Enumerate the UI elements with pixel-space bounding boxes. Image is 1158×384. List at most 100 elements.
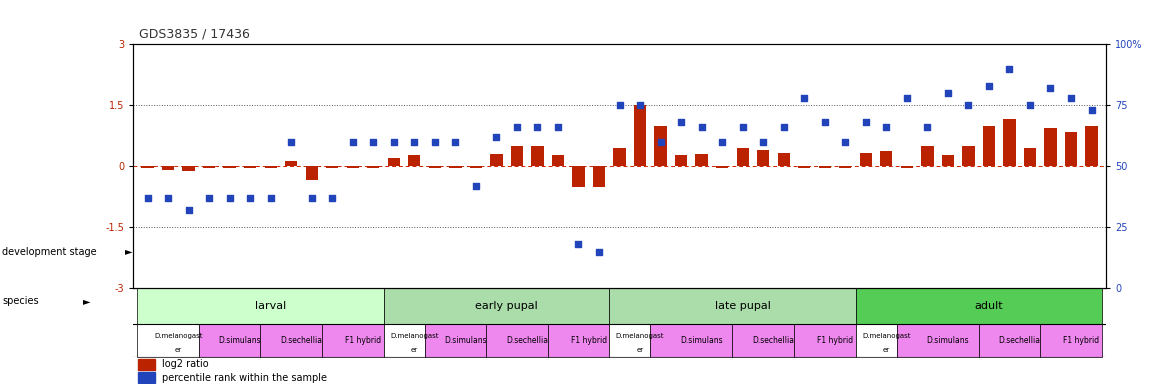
Point <box>589 248 608 255</box>
Bar <box>651 324 732 357</box>
Point <box>281 139 300 145</box>
Point <box>241 195 259 201</box>
Text: early pupal: early pupal <box>475 301 538 311</box>
Bar <box>716 166 728 168</box>
Text: adult: adult <box>975 301 1003 311</box>
Bar <box>199 324 261 357</box>
Point <box>302 195 321 201</box>
Bar <box>983 126 995 166</box>
Bar <box>1003 119 1016 166</box>
Bar <box>1040 324 1101 357</box>
Bar <box>244 166 256 168</box>
Bar <box>1085 126 1098 166</box>
Text: percentile rank within the sample: percentile rank within the sample <box>162 373 328 383</box>
Bar <box>593 166 606 187</box>
Text: D.simulans: D.simulans <box>219 336 262 345</box>
Text: F1 hybrid: F1 hybrid <box>571 336 607 345</box>
Bar <box>183 166 195 171</box>
Point <box>877 124 895 130</box>
Point <box>488 134 506 140</box>
Text: D.sechellia: D.sechellia <box>998 336 1041 345</box>
Bar <box>840 166 851 168</box>
Point <box>775 124 793 130</box>
Point <box>220 195 239 201</box>
Text: er: er <box>175 347 182 353</box>
Bar <box>548 324 609 357</box>
Bar <box>609 288 856 324</box>
Text: F1 hybrid: F1 hybrid <box>1063 336 1099 345</box>
Bar <box>856 324 896 357</box>
Text: D.simulans: D.simulans <box>680 336 723 345</box>
Bar <box>449 166 462 168</box>
Point <box>384 139 403 145</box>
Bar <box>532 146 543 166</box>
Point <box>507 124 526 130</box>
Text: late pupal: late pupal <box>714 301 770 311</box>
Bar <box>383 288 609 324</box>
Point <box>794 95 813 101</box>
Text: F1 hybrid: F1 hybrid <box>345 336 381 345</box>
Bar <box>572 166 585 187</box>
Point <box>446 139 464 145</box>
Point <box>815 119 834 125</box>
Bar <box>367 166 380 168</box>
Bar <box>1024 148 1036 166</box>
Text: D.sechellia: D.sechellia <box>506 336 548 345</box>
Bar <box>203 166 215 168</box>
Bar <box>425 324 486 357</box>
Point <box>733 124 752 130</box>
Text: GDS3835 / 17436: GDS3835 / 17436 <box>139 27 250 40</box>
Bar <box>388 158 400 166</box>
Bar <box>609 324 651 357</box>
Bar <box>941 155 954 166</box>
Bar <box>896 324 979 357</box>
Text: er: er <box>637 347 644 353</box>
Point <box>1001 66 1019 72</box>
Point <box>323 195 342 201</box>
Text: D.melanogast: D.melanogast <box>616 333 665 339</box>
Point <box>262 195 280 201</box>
Text: er: er <box>411 347 418 353</box>
Text: log2 ratio: log2 ratio <box>162 359 208 369</box>
Bar <box>346 166 359 168</box>
Bar <box>1065 132 1077 166</box>
Text: D.simulans: D.simulans <box>926 336 969 345</box>
Bar <box>138 288 383 324</box>
Bar <box>696 154 708 166</box>
Bar <box>922 146 933 166</box>
Point <box>426 139 445 145</box>
Bar <box>223 166 236 168</box>
Bar <box>511 146 523 166</box>
Bar <box>880 151 893 166</box>
Point <box>959 102 977 108</box>
Bar <box>777 153 790 166</box>
Bar <box>819 166 831 168</box>
Point <box>918 124 937 130</box>
Bar <box>614 148 625 166</box>
Bar <box>428 166 441 168</box>
Bar <box>264 166 277 168</box>
Bar <box>552 155 564 166</box>
Text: development stage: development stage <box>2 247 97 257</box>
Bar <box>1045 127 1056 166</box>
Point <box>631 102 650 108</box>
Bar <box>654 126 667 166</box>
Bar <box>408 155 420 166</box>
Text: ►: ► <box>125 247 132 257</box>
Point <box>1083 107 1101 113</box>
Point <box>138 195 156 201</box>
Point <box>159 195 177 201</box>
Bar <box>486 324 548 357</box>
Point <box>672 119 690 125</box>
Bar <box>675 155 687 166</box>
Bar <box>327 166 338 168</box>
Point <box>857 119 875 125</box>
Text: D.melanogast: D.melanogast <box>154 333 203 339</box>
Bar <box>141 166 154 168</box>
Point <box>549 124 567 130</box>
Point <box>692 124 711 130</box>
Point <box>754 139 772 145</box>
Point <box>980 83 998 89</box>
Text: F1 hybrid: F1 hybrid <box>816 336 853 345</box>
Bar <box>794 324 856 357</box>
